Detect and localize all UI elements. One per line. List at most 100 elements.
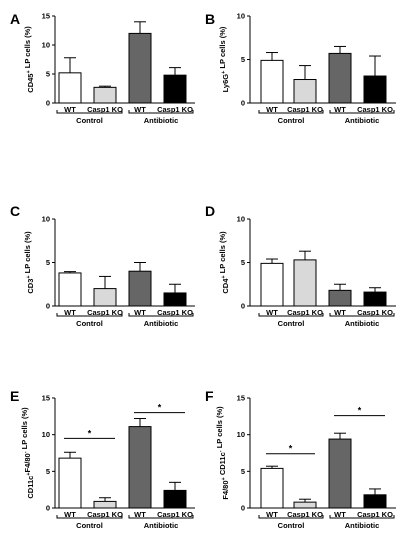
y-tick-label: 10 (42, 215, 50, 224)
y-tick-label: 5 (46, 467, 50, 476)
group-bracket (128, 313, 194, 317)
x-tick-label: WT (134, 510, 146, 519)
y-axis-label-text: CD45 (26, 74, 35, 93)
bar (328, 438, 352, 509)
significance-star: * (289, 444, 293, 454)
y-axis-label-text: LP cells (%) (20, 407, 29, 452)
bar (163, 292, 187, 307)
group-bracket (258, 515, 324, 519)
y-axis-label-superscript: + (26, 472, 32, 475)
x-tick-label: WT (334, 105, 346, 114)
group-label: Antibiotic (144, 319, 179, 328)
group-label: Control (76, 116, 103, 125)
bar (260, 467, 284, 509)
x-tick-label: Casp1 KO (357, 308, 393, 317)
panel-letter: F (205, 388, 214, 404)
group-label: Antibiotic (144, 521, 179, 530)
y-axis-label-text: LP cells (%) (218, 26, 227, 71)
y-axis-label: CD45+ LP cells (%) (23, 26, 35, 93)
bar (128, 270, 152, 307)
y-tick-label: 5 (46, 258, 50, 267)
x-tick-label: WT (334, 510, 346, 519)
y-axis-label: CD3+ LP cells (%) (23, 231, 35, 294)
y-tick-label: 10 (237, 12, 245, 21)
panel-d: D 0 5 10 CD4+ LP cells (%) WT Casp1 KO WT Casp1 … (205, 203, 396, 328)
bar (328, 289, 352, 307)
x-tick-label: Casp1 KO (287, 510, 323, 519)
y-axis-label-text: CD3 (26, 279, 35, 294)
bar (128, 32, 152, 104)
x-tick-label: WT (266, 105, 278, 114)
y-axis-label: CD11c+F4/80- LP cells (%) (20, 407, 35, 499)
bar (328, 52, 352, 104)
y-axis-label-text: F4/80 (221, 480, 230, 499)
panel-letter: E (10, 388, 19, 404)
x-tick-label: WT (134, 308, 146, 317)
y-tick-label: 10 (237, 215, 245, 224)
y-tick-label: 15 (42, 394, 50, 403)
y-axis-label-superscript: + (221, 71, 227, 74)
bar (128, 426, 152, 509)
panel-letter: D (205, 203, 215, 219)
y-tick-label: 10 (237, 430, 245, 439)
group-label: Control (76, 521, 103, 530)
x-tick-label: Casp1 KO (357, 510, 393, 519)
y-axis-label-text: LP cells (%) (218, 231, 227, 276)
group-bracket (56, 110, 123, 114)
significance-star: * (358, 406, 362, 416)
y-tick-label: 0 (46, 504, 50, 513)
x-tick-label: WT (64, 308, 76, 317)
bar (293, 259, 317, 307)
x-tick-label: Casp1 KO (357, 105, 393, 114)
bar (163, 489, 187, 509)
group-label: Control (278, 116, 305, 125)
x-tick-label: Casp1 KO (87, 510, 123, 519)
bar (58, 457, 82, 509)
panel-b: B 0 5 10 Ly6G+ LP cells (%) WT Casp1 KO WT Casp1… (205, 11, 396, 125)
x-tick-label: WT (64, 510, 76, 519)
x-tick-label: Casp1 KO (157, 105, 193, 114)
panel-f: F 0 5 10 15 F4/80+ CD11c- LP cells (%) WT Casp1… (205, 388, 396, 530)
bar (363, 75, 387, 104)
bar (260, 59, 284, 104)
y-tick-label: 10 (42, 430, 50, 439)
y-tick-label: 0 (241, 302, 245, 311)
y-axis-label-text: CD11c (26, 476, 35, 499)
y-axis-label-text: LP cells (%) (215, 406, 224, 451)
panel-a: A 0 5 10 15 CD45+ LP cells (%) WT Casp1 KO WT Cas… (10, 11, 195, 125)
bar (363, 494, 387, 509)
panel-letter: B (205, 11, 215, 27)
bar (93, 86, 117, 104)
y-tick-label: 0 (46, 302, 50, 311)
group-label: Antibiotic (345, 319, 380, 328)
y-tick-label: 10 (42, 41, 50, 50)
x-tick-label: WT (134, 105, 146, 114)
group-label: Antibiotic (345, 116, 380, 125)
panel-letter: A (10, 11, 20, 27)
y-axis-label: Ly6G+ LP cells (%) (218, 26, 230, 92)
x-tick-label: WT (64, 105, 76, 114)
y-tick-label: 5 (46, 70, 50, 79)
y-axis-label-text: LP cells (%) (23, 231, 32, 276)
bar (58, 72, 82, 104)
bar (93, 288, 117, 307)
group-bracket (329, 515, 395, 519)
y-axis-label-text: LP cells (%) (23, 26, 32, 71)
x-tick-label: WT (334, 308, 346, 317)
y-axis-label-superscript: + (221, 275, 227, 278)
x-tick-label: Casp1 KO (87, 105, 123, 114)
group-label: Control (76, 319, 103, 328)
bar (58, 272, 82, 307)
group-bracket (56, 515, 123, 519)
significance-star: * (158, 403, 162, 413)
y-axis-label-text: CD4 (221, 278, 230, 294)
bar (163, 74, 187, 104)
panel-letter: C (10, 203, 20, 219)
x-tick-label: Casp1 KO (87, 308, 123, 317)
y-tick-label: 5 (241, 258, 245, 267)
x-tick-label: Casp1 KO (157, 510, 193, 519)
significance-star: * (88, 428, 92, 438)
y-tick-label: 5 (241, 55, 245, 64)
y-axis-label-text: Ly6G (221, 74, 230, 93)
group-bracket (258, 110, 324, 114)
